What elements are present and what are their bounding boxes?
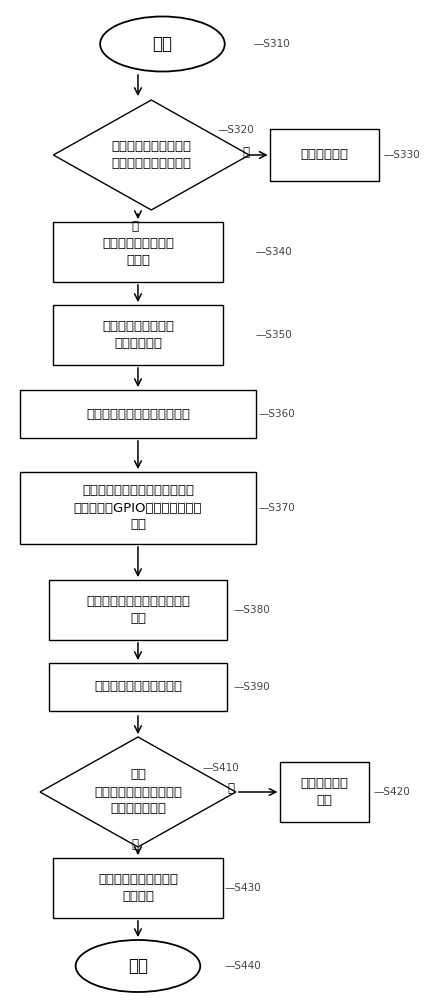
FancyBboxPatch shape [49,580,227,640]
Text: —S410: —S410 [203,763,240,773]
Text: —S370: —S370 [258,503,295,513]
Text: 控制单元和检测单元加电: 控制单元和检测单元加电 [94,680,182,694]
FancyBboxPatch shape [20,472,256,544]
Text: —S380: —S380 [234,605,271,615]
Text: 控制单元输出控制信号，使供电
电源连接的GPIO关闭，切断供电
电源: 控制单元输出控制信号，使供电 电源连接的GPIO关闭，切断供电 电源 [74,485,202,532]
Text: —S420: —S420 [374,787,411,797]
Text: 控制按键失效: 控制按键失效 [301,148,349,161]
Text: 指示灯亮起、电源开关
按键失效: 指示灯亮起、电源开关 按键失效 [98,873,178,903]
FancyBboxPatch shape [20,390,256,438]
FancyBboxPatch shape [53,858,222,918]
Text: 是: 是 [132,838,139,850]
Text: 检测单元检测电子设备
内部是否存在导电液体: 检测单元检测电子设备 内部是否存在导电液体 [111,140,191,170]
Text: —S340: —S340 [256,247,293,257]
Text: —S330: —S330 [384,150,421,160]
Text: 电源开关按键
有效: 电源开关按键 有效 [301,777,349,807]
Text: 否: 否 [227,782,234,796]
Text: —S320: —S320 [217,125,254,135]
Text: —S310: —S310 [254,39,291,49]
Ellipse shape [100,16,225,72]
FancyBboxPatch shape [53,305,222,365]
FancyBboxPatch shape [271,129,379,181]
Text: 判断单元判断到用户
按下控制按键: 判断单元判断到用户 按下控制按键 [102,320,174,350]
FancyBboxPatch shape [280,762,369,822]
Text: 控制按键有效，指示
灯亮起: 控制按键有效，指示 灯亮起 [102,237,174,267]
Text: 开始: 开始 [153,35,172,53]
Text: 控制单元记录控制按键的状态: 控制单元记录控制按键的状态 [86,408,190,420]
Polygon shape [40,737,236,847]
Text: —S360: —S360 [258,409,295,419]
Ellipse shape [76,940,200,992]
Text: 结束: 结束 [128,957,148,975]
FancyBboxPatch shape [53,222,222,282]
Text: —S390: —S390 [234,682,271,692]
Text: —S350: —S350 [256,330,293,340]
FancyBboxPatch shape [49,663,227,711]
Polygon shape [53,100,249,210]
Text: 检测
单元检测电子设备内部是
否存在导电液体: 检测 单元检测电子设备内部是 否存在导电液体 [94,768,182,816]
Text: 是: 是 [132,220,139,232]
Text: —S430: —S430 [225,883,262,893]
Text: 否: 否 [243,145,250,158]
Text: —S440: —S440 [225,961,262,971]
Text: 控制单元检测到供电电源再次
连接: 控制单元检测到供电电源再次 连接 [86,595,190,625]
